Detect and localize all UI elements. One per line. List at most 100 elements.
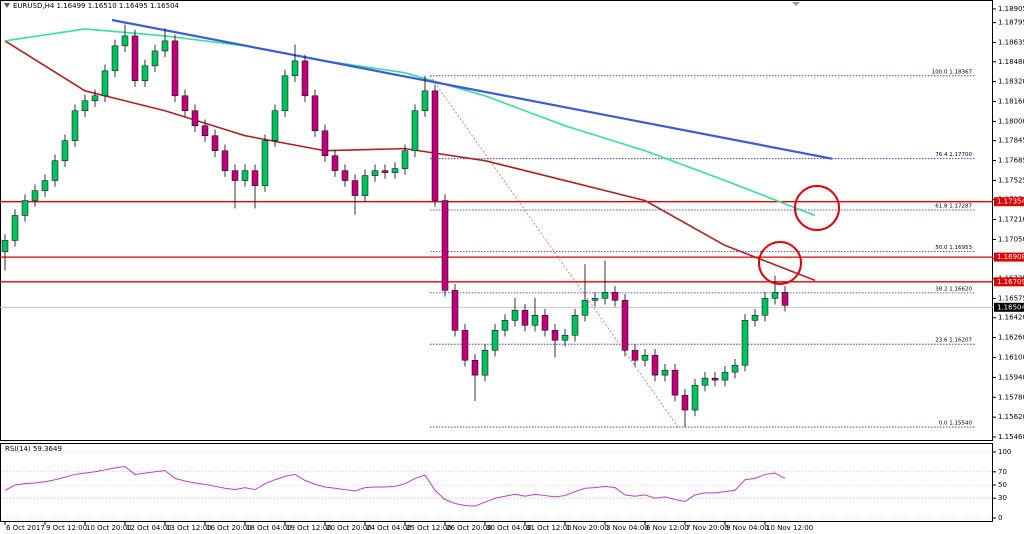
- candle-body: [701, 377, 709, 386]
- price-panel: [0, 0, 993, 441]
- x-tick-label: 9 Oct 12:00: [46, 524, 87, 532]
- candle-body: [681, 394, 689, 411]
- candle-body: [771, 292, 779, 299]
- rsi-panel: [0, 443, 993, 522]
- y-tick-label: 1.18160: [998, 98, 1024, 106]
- x-tick-label: 16 Oct 20:00: [206, 524, 252, 532]
- candle-body: [411, 110, 419, 151]
- candle-body: [61, 140, 69, 161]
- candle-body: [311, 95, 319, 131]
- candle-body: [201, 125, 209, 136]
- candle-body: [691, 384, 699, 411]
- y-tick-label: 1.16260: [998, 334, 1024, 342]
- fib-label: 23.6 1.16207: [935, 338, 972, 344]
- candle-body: [181, 95, 189, 111]
- candle-body: [151, 50, 159, 67]
- candle-body: [511, 310, 519, 321]
- candle-body: [751, 314, 759, 321]
- current-price-label: 1.16504: [997, 303, 1024, 311]
- level-label-box: [994, 197, 1024, 207]
- candle-body: [211, 135, 219, 151]
- level-label-box: [994, 252, 1024, 262]
- level-label: 1.16709: [997, 278, 1024, 286]
- y-tick-label: 1.15780: [998, 393, 1024, 401]
- plot-area: 1.18905 1.18795 1.18635 1.18480 1.18320 1.181…: [0, 5, 1024, 532]
- candle-body: [531, 314, 539, 326]
- candle-body: [461, 330, 469, 361]
- candle-body: [671, 369, 679, 396]
- x-tick-label: 6 Nov 12:00: [646, 524, 689, 532]
- y-tick-label: 1.17210: [998, 216, 1024, 224]
- candle-body: [271, 110, 279, 141]
- y-tick-label: 1.16100: [998, 353, 1024, 361]
- candle-body: [41, 180, 49, 191]
- candle-body: [711, 377, 719, 381]
- highlight-circle: [794, 185, 840, 231]
- y-tick-label: 1.17525: [998, 176, 1024, 184]
- trendline: [111, 18, 833, 160]
- y-tick-label: 1.15940: [998, 373, 1024, 381]
- candle-body: [731, 364, 739, 373]
- moving-average: [4, 28, 816, 217]
- fib-label: 61.8 1.17287: [935, 204, 972, 210]
- candle-body: [241, 170, 249, 181]
- candle-body: [261, 140, 269, 186]
- rsi-line: [4, 465, 786, 507]
- rsi-title: RSI(14) 59.3649: [5, 445, 62, 453]
- level-label: 1.16908: [997, 253, 1024, 261]
- level-label: 1.17354: [997, 198, 1024, 206]
- candle-body: [551, 330, 559, 341]
- x-tick-label: 6 Oct 2017: [6, 524, 45, 532]
- candle-body: [21, 200, 29, 216]
- x-tick-label: 31 Oct 12:00: [526, 524, 572, 532]
- candle-body: [31, 190, 39, 201]
- candle-body: [191, 110, 199, 127]
- candle-body: [781, 292, 789, 306]
- candle-body: [481, 350, 489, 376]
- candle-body: [141, 65, 149, 82]
- y-tick-label: 1.15460: [998, 433, 1024, 441]
- x-tick-label: 26 Oct 20:00: [446, 524, 492, 532]
- chart-title: EURUSD,H4 1.16499 1.16510 1.16495 1.1650…: [13, 2, 180, 10]
- candle-body: [641, 355, 649, 361]
- rsi-tick-label: 30: [998, 494, 1007, 502]
- y-tick-label: 1.18480: [998, 58, 1024, 66]
- x-tick-label: 30 Oct 04:00: [486, 524, 532, 532]
- panel-toggle: [792, 2, 800, 6]
- candle-body: [521, 310, 529, 326]
- candle-body: [501, 320, 509, 331]
- y-tick-label: 1.17685: [998, 157, 1024, 165]
- y-tick-label: 1.17845: [998, 137, 1024, 145]
- candle-body: [621, 300, 629, 351]
- candle-body: [741, 320, 749, 366]
- x-tick-label: 13 Oct 12:00: [166, 524, 212, 532]
- y-tick-label: 1.18000: [998, 117, 1024, 125]
- candle-body: [121, 35, 129, 47]
- candle-body: [611, 292, 619, 301]
- x-tick-label: 25 Oct 12:00: [406, 524, 452, 532]
- x-tick-label: 12 Oct 04:00: [126, 524, 172, 532]
- candle-body: [161, 40, 169, 52]
- fib-label: 38.2 1.16620: [935, 286, 972, 292]
- x-tick-label: 9 Nov 04:00: [726, 524, 769, 532]
- candle-body: [341, 170, 349, 181]
- candle-body: [401, 150, 409, 169]
- candle-body: [601, 292, 609, 299]
- candle-body: [571, 314, 579, 336]
- y-tick-label: 1.18635: [998, 39, 1024, 47]
- x-tick-label: 19 Oct 12:00: [286, 524, 332, 532]
- x-tick-label: 3 Nov 04:00: [606, 524, 649, 532]
- candle-body: [451, 290, 459, 331]
- level-label-box: [994, 277, 1024, 287]
- fib-label: 0.0 1.15540: [939, 421, 973, 427]
- candle-body: [331, 155, 339, 171]
- candle-body: [561, 335, 569, 341]
- candle-body: [591, 298, 599, 301]
- x-tick-label: 18 Oct 04:00: [246, 524, 292, 532]
- fib-label: 50.0 1.16953: [935, 245, 972, 251]
- symbol-icon: [4, 3, 10, 8]
- candle-body: [111, 45, 119, 72]
- x-tick-label: 10 Oct 20:00: [86, 524, 132, 532]
- x-tick-label: 10 Nov 12:00: [766, 524, 813, 532]
